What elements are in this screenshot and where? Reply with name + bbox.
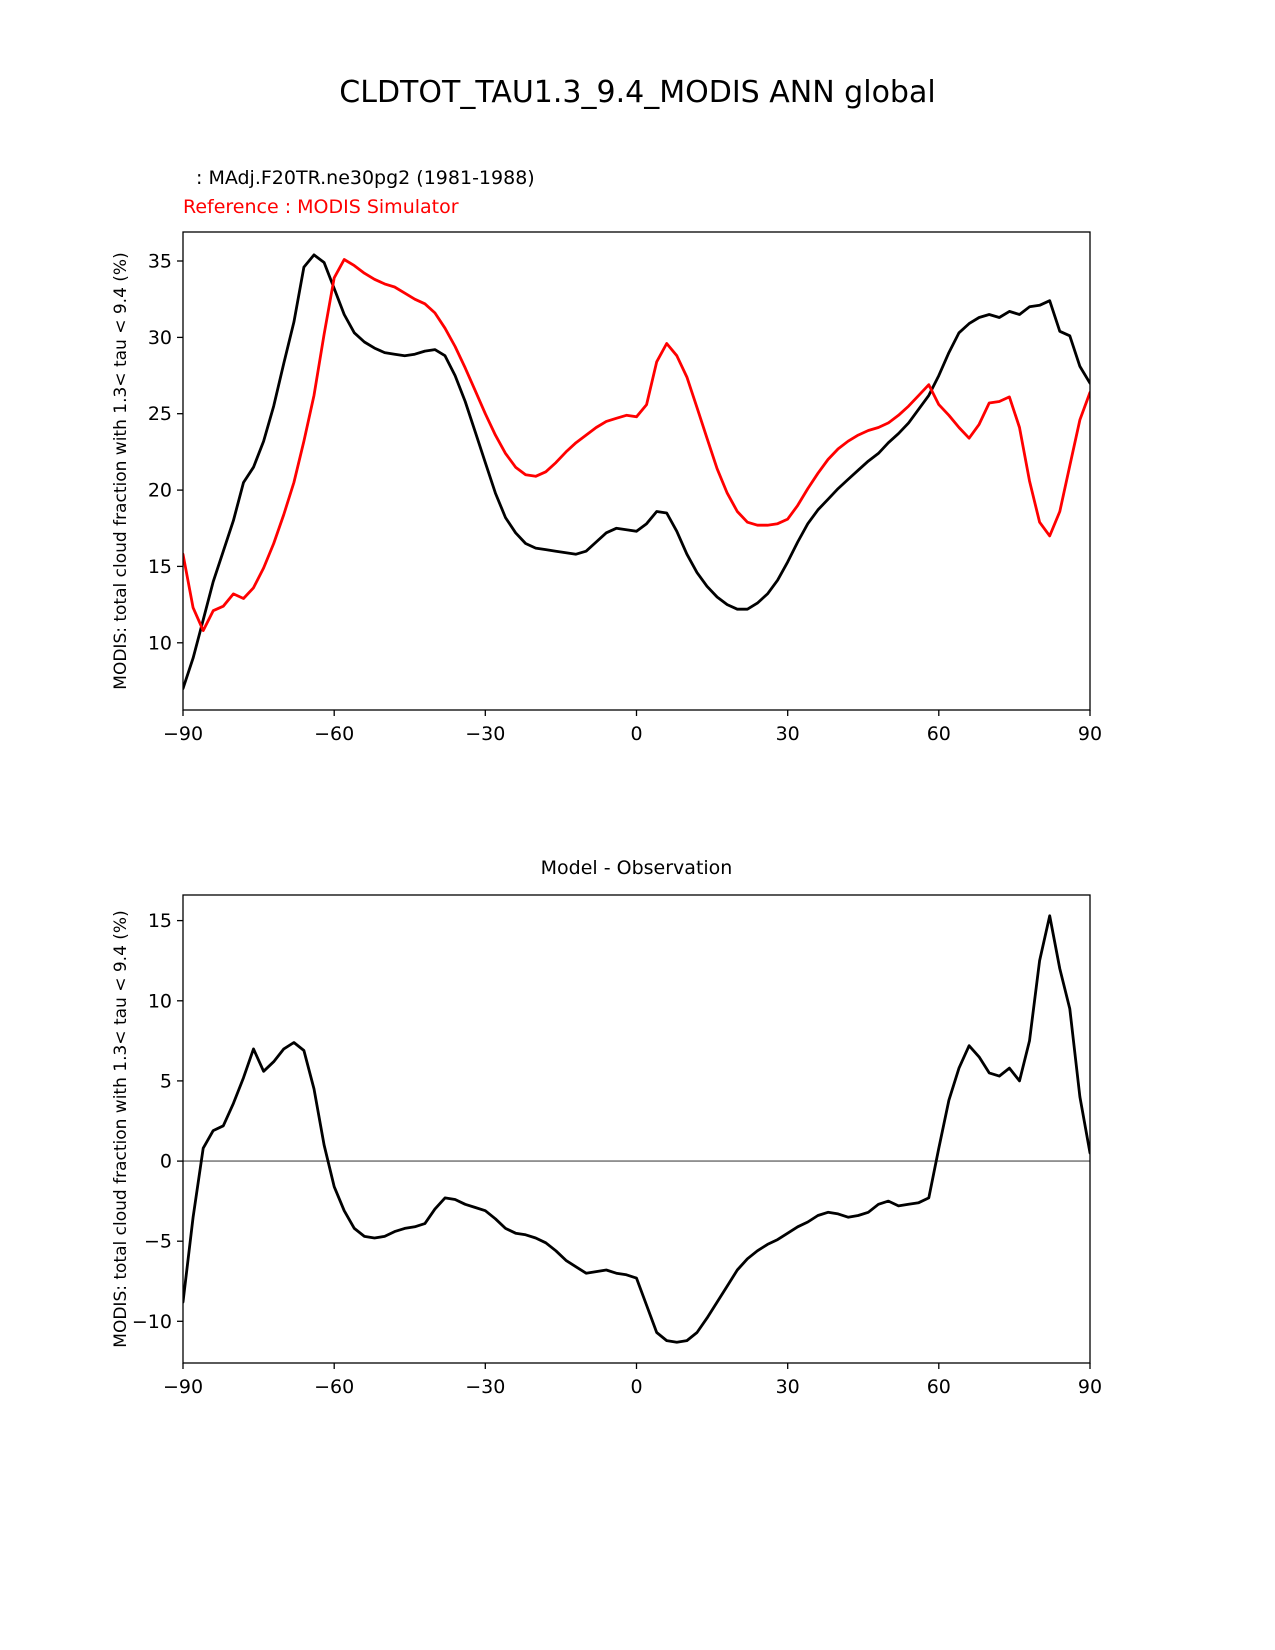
svg-text:−30: −30 [465, 1376, 505, 1398]
svg-text:5: 5 [160, 1070, 172, 1092]
svg-text:30: 30 [776, 723, 800, 745]
figure-title: CLDTOT_TAU1.3_9.4_MODIS ANN global [339, 75, 936, 110]
svg-text:25: 25 [148, 403, 172, 425]
svg-text:10: 10 [148, 990, 172, 1012]
svg-text:20: 20 [148, 480, 172, 502]
svg-text:35: 35 [148, 251, 172, 273]
svg-text:0: 0 [630, 723, 642, 745]
svg-text:−90: −90 [163, 723, 203, 745]
top-plot: −90 −60 −30 0 30 60 90 10 15 20 25 30 35 [148, 231, 1102, 745]
svg-text:−60: −60 [314, 723, 354, 745]
bottom-plot: −90 −60 −30 0 30 60 90 −10 −5 0 5 10 15 [132, 894, 1102, 1398]
svg-text:−30: −30 [465, 723, 505, 745]
svg-text:60: 60 [927, 1376, 951, 1398]
svg-text:−10: −10 [132, 1311, 172, 1333]
bottom-chart-title: Model - Observation [540, 857, 733, 879]
svg-text:0: 0 [630, 1376, 642, 1398]
svg-text:−60: −60 [314, 1376, 354, 1398]
svg-text:15: 15 [148, 556, 172, 578]
svg-text:60: 60 [927, 723, 951, 745]
svg-text:15: 15 [148, 910, 172, 932]
svg-text:30: 30 [776, 1376, 800, 1398]
svg-text:90: 90 [1078, 1376, 1102, 1398]
svg-text:0: 0 [160, 1151, 172, 1173]
svg-text:−90: −90 [163, 1376, 203, 1398]
svg-text:90: 90 [1078, 723, 1102, 745]
svg-text:10: 10 [148, 632, 172, 654]
svg-text:−5: −5 [144, 1231, 172, 1253]
legend-model-label: : MAdj.F20TR.ne30pg2 (1981-1988) [196, 167, 535, 189]
legend-reference-label: Reference : MODIS Simulator [183, 196, 459, 218]
svg-text:30: 30 [148, 327, 172, 349]
